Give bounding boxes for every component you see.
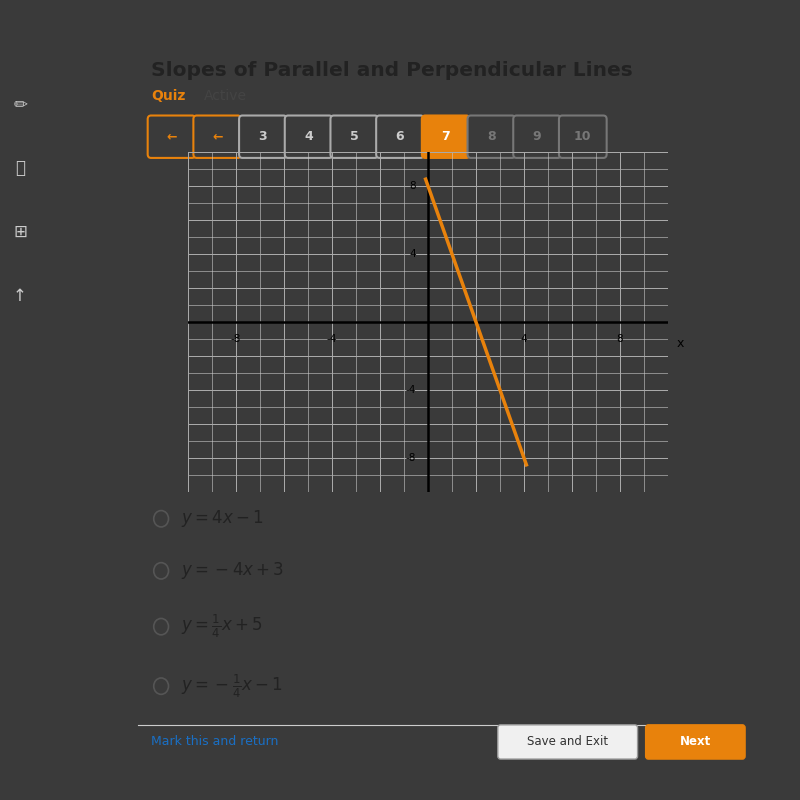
FancyBboxPatch shape (422, 115, 470, 158)
FancyBboxPatch shape (467, 115, 515, 158)
Text: 4: 4 (521, 334, 527, 344)
Text: 🎧: 🎧 (15, 159, 25, 177)
FancyBboxPatch shape (376, 115, 424, 158)
Text: 6: 6 (396, 130, 404, 143)
FancyBboxPatch shape (148, 115, 195, 158)
Text: -4: -4 (327, 334, 337, 344)
FancyBboxPatch shape (239, 115, 286, 158)
Text: 8: 8 (617, 334, 623, 344)
Text: Save and Exit: Save and Exit (527, 735, 608, 749)
FancyBboxPatch shape (646, 725, 745, 759)
Text: -8: -8 (406, 453, 416, 463)
FancyBboxPatch shape (330, 115, 378, 158)
Text: 3: 3 (258, 130, 267, 143)
Text: ←: ← (212, 130, 222, 143)
Text: x: x (676, 338, 684, 350)
Text: Next: Next (680, 735, 711, 749)
Text: 4: 4 (410, 249, 416, 259)
Text: 7: 7 (442, 130, 450, 143)
Text: ↑: ↑ (13, 287, 27, 305)
FancyBboxPatch shape (498, 725, 638, 759)
Text: 4: 4 (304, 130, 313, 143)
Text: 10: 10 (574, 130, 591, 143)
Text: $y = 4x - 1$: $y = 4x - 1$ (182, 508, 264, 530)
Text: Active: Active (203, 90, 246, 103)
Text: $y = \frac{1}{4}x + 5$: $y = \frac{1}{4}x + 5$ (182, 613, 262, 640)
Text: ✏: ✏ (13, 95, 27, 113)
Text: Mark this and return: Mark this and return (151, 734, 278, 748)
Text: $y = -4x + 3$: $y = -4x + 3$ (182, 560, 285, 582)
Text: 8: 8 (410, 181, 416, 191)
Text: -8: -8 (231, 334, 241, 344)
Text: Quiz: Quiz (151, 90, 186, 103)
Text: -4: -4 (406, 385, 416, 395)
FancyBboxPatch shape (559, 115, 606, 158)
FancyBboxPatch shape (514, 115, 561, 158)
Text: ←: ← (166, 130, 177, 143)
Text: 8: 8 (487, 130, 496, 143)
Text: $y = -\frac{1}{4}x - 1$: $y = -\frac{1}{4}x - 1$ (182, 673, 283, 700)
FancyBboxPatch shape (194, 115, 241, 158)
FancyBboxPatch shape (285, 115, 333, 158)
Text: 9: 9 (533, 130, 542, 143)
Text: 5: 5 (350, 130, 358, 143)
Text: ⊞: ⊞ (13, 223, 27, 241)
Text: Slopes of Parallel and Perpendicular Lines: Slopes of Parallel and Perpendicular Lin… (151, 61, 633, 80)
